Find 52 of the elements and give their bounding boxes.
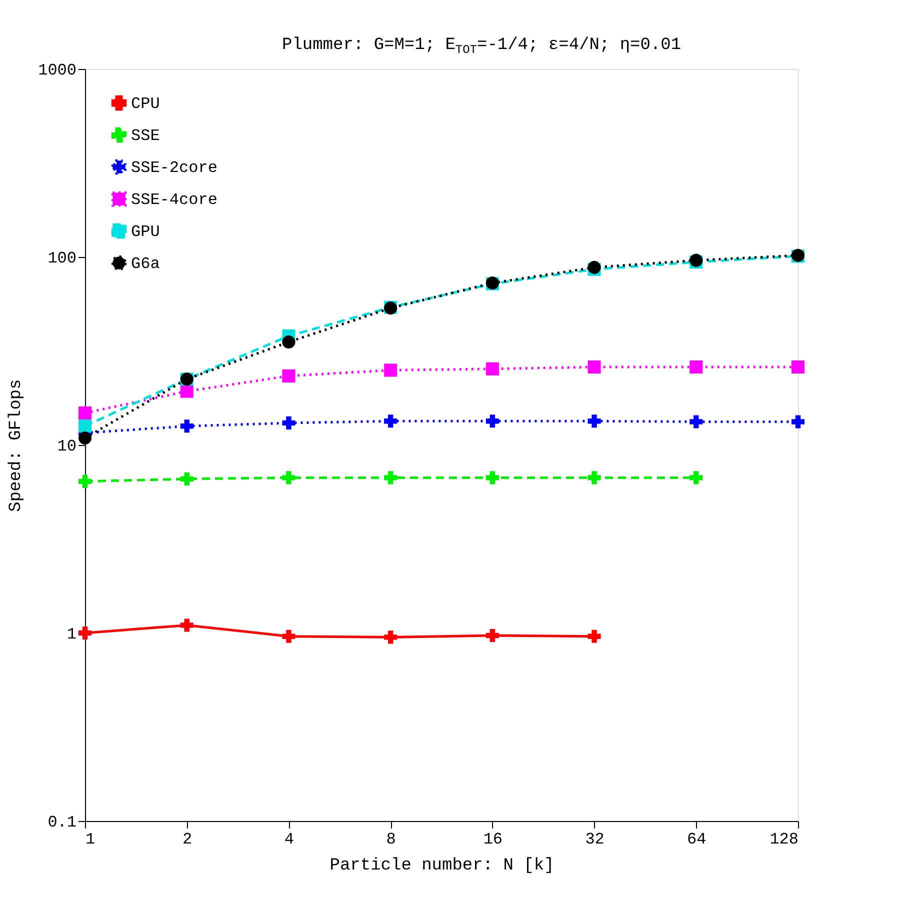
point (384, 364, 398, 377)
point (384, 471, 398, 484)
point (78, 431, 92, 444)
point (282, 471, 296, 484)
point (78, 474, 92, 488)
point (791, 415, 805, 428)
point (78, 626, 92, 640)
point (282, 369, 296, 382)
y-tick-label: 100 (48, 250, 76, 268)
x-tick-label: 16 (483, 830, 503, 848)
point (180, 618, 194, 632)
legend-label: GPU (131, 223, 160, 241)
legend-label: CPU (131, 95, 160, 113)
x-tick-label: 8 (386, 830, 396, 848)
point (486, 471, 499, 484)
point (180, 420, 194, 433)
point (282, 416, 296, 430)
point (588, 630, 601, 643)
x-tick-label: 128 (770, 830, 798, 848)
point (791, 360, 805, 374)
legend-label: SSE-4core (131, 191, 218, 209)
point (384, 630, 398, 644)
y-axis-title: Speed: GFlops (7, 379, 26, 512)
y-tick-label: 0.1 (48, 814, 76, 832)
point (78, 420, 92, 433)
legend-label: SSE (131, 127, 160, 145)
x-tick-label: 1 (86, 830, 96, 848)
point (690, 471, 703, 484)
point (486, 628, 499, 642)
point (282, 336, 296, 349)
legend-label: SSE-2core (131, 159, 218, 177)
point (282, 630, 296, 643)
point (486, 414, 499, 428)
y-tick-label: 1 (66, 626, 76, 644)
x-axis-title: Particle number: N [k] (330, 856, 554, 876)
point (78, 406, 92, 420)
x-tick-label: 2 (182, 830, 192, 848)
point (690, 360, 703, 374)
y-tick-label: 1000 (38, 62, 76, 80)
point (588, 360, 601, 374)
point (588, 414, 601, 428)
legend-label: G6a (131, 255, 160, 273)
point (690, 415, 703, 428)
point (384, 414, 398, 428)
y-tick-label: 10 (57, 438, 76, 456)
x-tick-label: 4 (284, 830, 294, 848)
point (588, 471, 601, 484)
point (486, 362, 499, 376)
point (180, 384, 194, 398)
x-tick-label: 32 (585, 830, 604, 848)
x-tick-label: 64 (687, 830, 706, 848)
point (180, 472, 194, 486)
